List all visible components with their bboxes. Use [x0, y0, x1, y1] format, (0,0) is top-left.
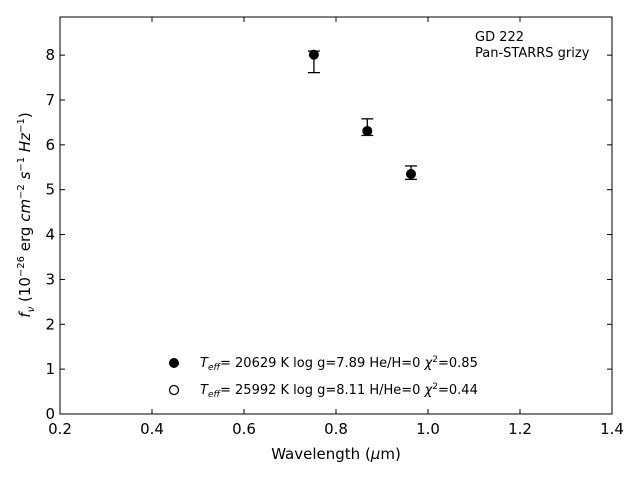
y-tick-label-4: 4	[45, 226, 55, 244]
legend: Teff= 20629 K log g=7.89 He/H=0 χ2=0.85 …	[168, 355, 478, 400]
y-tick-label-6: 6	[45, 136, 55, 154]
plot-area	[59, 16, 613, 415]
y-tick-label-2: 2	[45, 315, 55, 333]
data-point-series0-1	[362, 125, 373, 136]
annotation-line-2: Pan-STARRS grizy	[475, 46, 590, 61]
legend-label-2: Teff= 25992 K log g=8.11 H/He=0 χ2=0.44	[200, 382, 478, 400]
x-tick-label-3: 0.8	[324, 420, 348, 438]
legend-label-1: Teff= 20629 K log g=7.89 He/H=0 χ2=0.85	[200, 355, 478, 373]
ticks: 0.2 0.4 0.6 0.8 1.0 1.2 1.4 0 1 2 3 4 5 6 7 8	[45, 17, 624, 438]
y-tick-label-8: 8	[45, 46, 55, 64]
data-point-series0-0	[308, 49, 319, 60]
y-axis-label: fν (10−26 erg cm−2 s−1 Hz−1)	[16, 112, 37, 317]
y-tick-label-7: 7	[45, 91, 55, 109]
x-tick-label-0: 0.2	[48, 420, 72, 438]
y-tick-label-0: 0	[45, 405, 55, 423]
x-tick-label-1: 0.4	[140, 420, 164, 438]
x-tick-label-2: 0.6	[232, 420, 256, 438]
data-point-series0-2	[405, 169, 416, 180]
x-tick-label-6: 1.4	[600, 420, 624, 438]
x-axis-label: Wavelength (μm)	[271, 445, 401, 463]
x-tick-label-5: 1.2	[508, 420, 532, 438]
legend-marker-open	[168, 384, 180, 396]
marks	[307, 49, 417, 181]
y-tick-label-5: 5	[45, 181, 55, 199]
annotation-line-1: GD 222	[475, 30, 524, 45]
y-tick-label-1: 1	[45, 360, 55, 378]
x-tick-label-4: 1.0	[416, 420, 440, 438]
y-tick-label-3: 3	[45, 270, 55, 288]
legend-marker-filled	[169, 358, 179, 368]
